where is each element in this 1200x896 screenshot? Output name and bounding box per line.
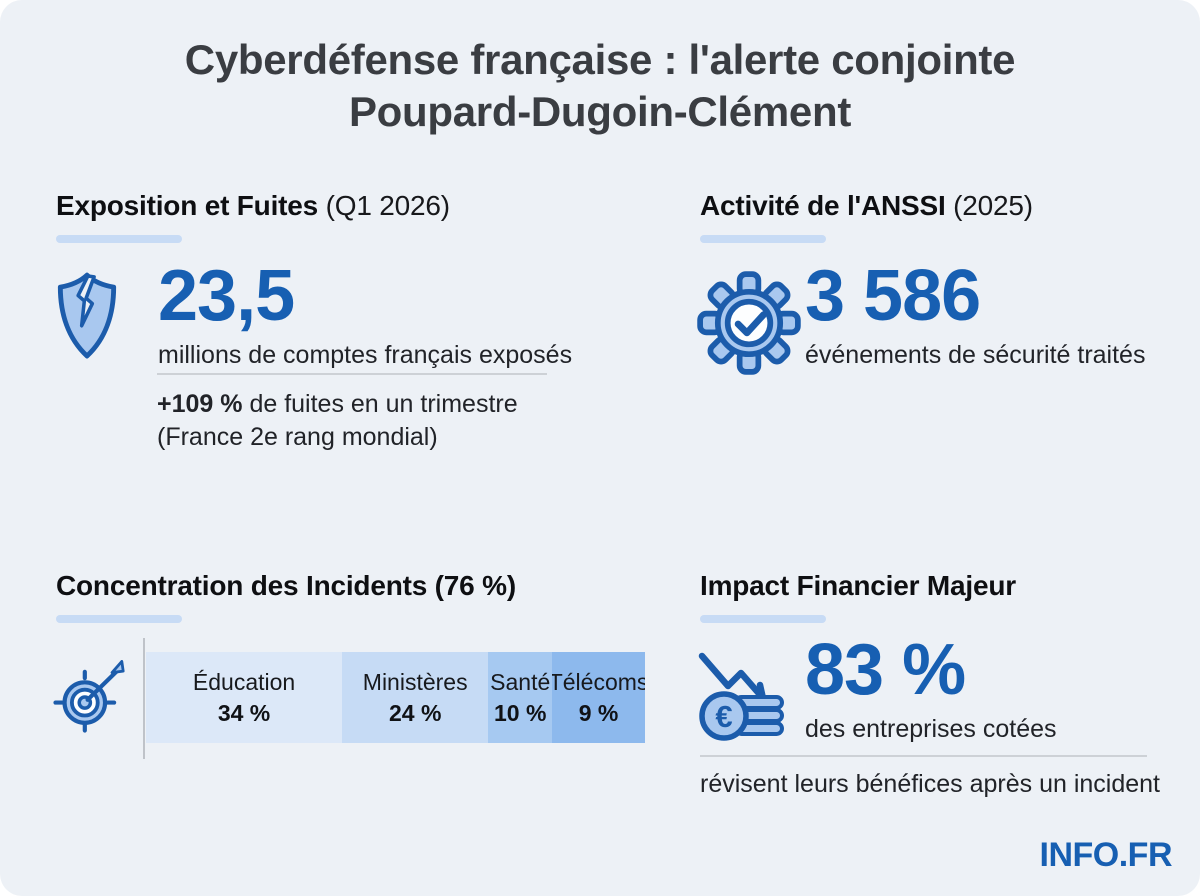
segment-value: 34 % [217,699,271,726]
target-icon [53,660,125,733]
segment-value: 10 % [494,699,547,726]
bar-segment-sante: Santé 10 % [488,652,553,743]
stat-caption-exposed-accounts: millions de comptes français exposés [158,341,573,369]
segment-value: 24 % [388,699,442,726]
heading-period-text: (Q1 2026) [318,190,450,221]
note-bold-value: +109 % [157,390,243,418]
stat-value-companies: 83 % [805,630,966,710]
heading-accent-bar [700,615,826,623]
bar-segment-telecoms: Télécoms 9 % [552,652,645,743]
bar-segment-education: Éducation 34 % [146,652,343,743]
card-concentration-incidents: Concentration des Incidents (76 %) Éduca… [53,570,666,790]
heading-accent-bar [700,235,826,243]
card-activite-anssi: Activité de l'ANSSI (2025) 3 586 événeme… [697,190,1170,470]
card-incidents-heading: Concentration des Incidents (76 %) [56,570,516,601]
page-title-line2: Poupard-Dugoin-Clément [348,88,852,136]
heading-period-text: (2025) [945,190,1033,221]
stat-caption-companies: des entreprises cotées [805,715,1057,743]
euro-symbol: € [715,699,732,734]
card-impact-financier: Impact Financier Majeur € 83 % des entre… [698,570,1170,810]
page-title: Cyberdéfense française : l'alerte conjoi… [0,34,1200,138]
segment-label: Santé [490,668,551,695]
heading-bold-text: Exposition et Fuites [56,190,319,221]
gear-check-icon [697,271,801,375]
segment-value: 9 % [578,699,619,726]
heading-accent-bar [56,235,182,243]
heading-bold-text: Activité de l'ANSSI [700,190,946,221]
euro-coins-decline-icon: € [698,652,784,741]
brand-logo: INFO.FR [1039,836,1173,874]
bar-segment-ministeres: Ministères 24 % [342,652,489,743]
card-divider [157,373,547,375]
stat-caption-security-events: événements de sécurité traités [805,341,1146,369]
heading-accent-bar [56,615,182,623]
note-rest-text: de fuites en un trimestre [242,390,518,418]
card-exposition-heading: Exposition et Fuites (Q1 2026) [56,190,576,222]
card-divider [700,755,1147,757]
broken-shield-icon [57,272,117,359]
card-financial-heading: Impact Financier Majeur [700,570,1016,601]
card-exposition-et-fuites: Exposition et Fuites (Q1 2026) 23,5 mill… [56,190,576,470]
stat-value-exposed-accounts: 23,5 [158,256,295,336]
note-line2-text: (France 2e rang mondial) [157,423,438,451]
page-title-line1: Cyberdéfense française : l'alerte conjoi… [184,36,1016,83]
stat-value-security-events: 3 586 [805,256,981,336]
stat-note-leaks: +109 % de fuites en un trimestre (France … [157,388,518,454]
stacked-bar-incidents: Éducation 34 % Ministères 24 % Santé 10 … [146,652,645,743]
segment-label: Télécoms [552,668,645,695]
segment-label: Ministères [362,668,468,695]
bar-axis-line [143,638,145,759]
stat-note-revise: révisent leurs bénéfices après un incide… [700,770,1160,798]
card-anssi-heading: Activité de l'ANSSI (2025) [700,190,1170,222]
segment-label: Éducation [192,668,296,695]
